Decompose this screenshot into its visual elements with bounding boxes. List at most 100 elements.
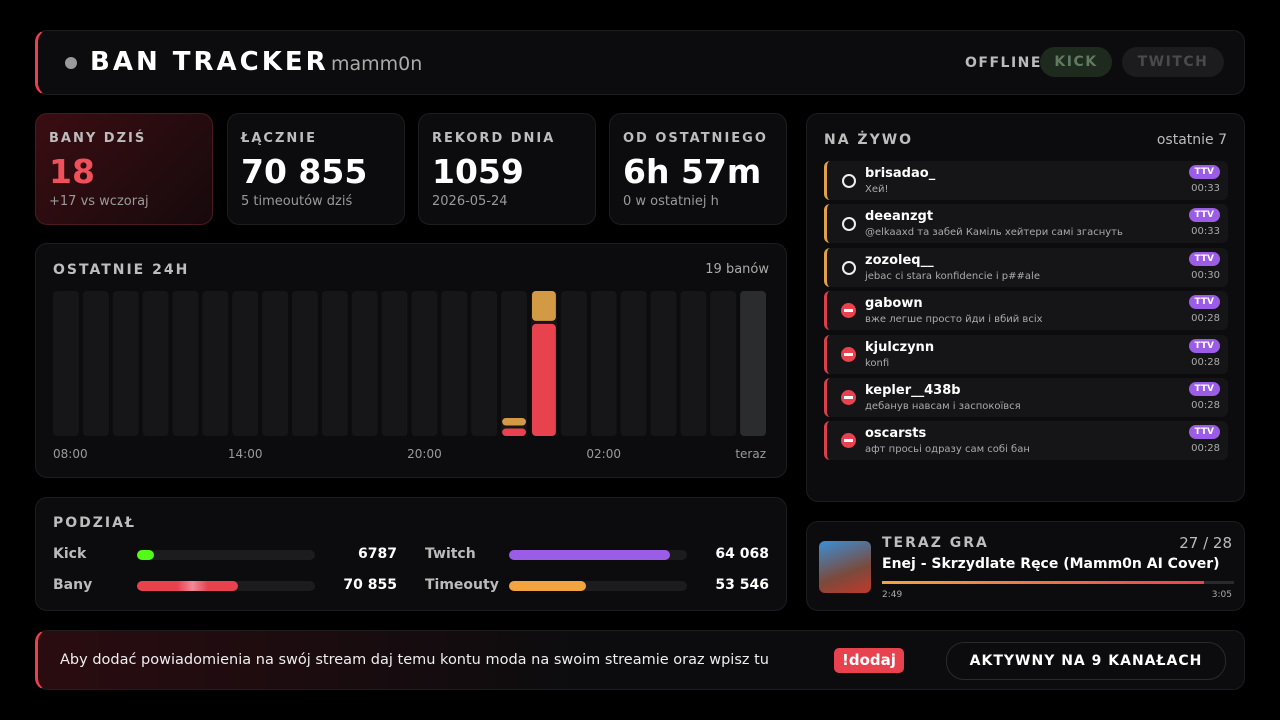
event-user: gabown [865,296,923,312]
bar-track [112,291,139,436]
event-user: oscarsts [865,426,927,442]
event-time: 00:33 [1191,226,1220,238]
stat-card: ŁĄCZNIE 70 855 5 timeoutów dziś [227,113,405,225]
bar-segment [532,323,556,436]
stat-sub: +17 vs wczoraj [49,194,149,209]
time-elapsed: 2:49 [882,590,903,600]
stat-value: 18 [49,152,95,191]
live-event: kjulczynn konfi TTV 00:28 [824,334,1228,374]
split-value: 70 855 [343,577,397,593]
event-user: kepler__438b [865,383,961,398]
time-duration: 3:05 [1211,590,1232,600]
bar-track [351,291,378,436]
bar-track [740,291,766,436]
event-user: deeanzgt [865,209,934,225]
platform-badge: TTV [1188,295,1220,310]
live-subtitle: ostatnie 7 [1156,132,1227,148]
app-title: BAN TRACKER [90,47,329,77]
bar-track [680,291,707,436]
bar-track [501,291,527,436]
stat-sub: 2026-05-24 [432,194,508,209]
stat-label: REKORD DNIA [432,131,556,146]
split-panel: PODZIAŁ Kick 6787 Twitch 64 068 Bany 70 855 Tim… [35,497,787,611]
event-message: jebac ci stara konfidencie i p##ale [865,270,1040,282]
split-fill [509,550,670,560]
platform-badge: TTV [1188,425,1220,440]
event-user: brisadao_ [865,166,936,181]
split-track [137,550,315,560]
stat-sub: 0 w ostatniej h [623,194,719,209]
bar-track [292,291,318,436]
live-event: kepler__438b дебанув навсам і заспокоївся… [824,378,1228,417]
timeout-icon [842,260,856,275]
split-fill [137,581,239,591]
x-tick-label: teraz [735,447,766,461]
bar-track [232,291,259,436]
ban-icon-bar [844,352,853,356]
bar-track [381,291,408,436]
platform-badge: TTV [1188,338,1220,353]
event-message: афт просьі одразу сам собі бан [865,444,1030,456]
bar-track [590,291,617,436]
live-event: brisadao_ Хей! TTV 00:33 [824,161,1228,200]
split-track [509,581,687,591]
split-value: 53 546 [715,577,769,593]
event-message: Хей! [865,184,889,195]
bar-track [53,291,79,436]
command-badge: !dodaj [834,648,904,673]
stat-card: OD OSTATNIEGO 6h 57m 0 w ostatniej h [609,113,787,225]
platform-badge: TTV [1188,251,1220,266]
platform-button[interactable]: TWITCH [1122,47,1224,77]
stat-card: BANY DZIŚ 18 +17 vs wczoraj [35,113,213,225]
status-text: OFFLINE [965,55,1042,71]
event-time: 00:28 [1191,313,1220,325]
song-title: Enej - Skrzydlate Ręce (Mamm0n AI Cover) [882,556,1220,572]
split-fill [509,581,586,591]
user-name: mamm0n [331,53,423,75]
header: BAN TRACKER mamm0n OFFLINE KICK TWITCH [35,30,1245,95]
event-time: 00:33 [1191,183,1220,194]
ban-icon-bar [844,396,853,399]
ban-icon-bar [844,439,853,443]
platform-badge: TTV [1188,208,1220,223]
event-message: дебанув навсам і заспокоївся [865,401,1021,412]
stat-label: BANY DZIŚ [49,131,147,146]
event-message: вже легше просто йди і вбий всіх [865,314,1043,326]
status-dot [65,57,77,69]
event-message: konfi [865,357,890,369]
live-event: zozoleq__ jebac ci stara konfidencie i p#… [824,247,1228,287]
bar-track [560,291,587,436]
ban-icon-bar [844,309,853,313]
event-time: 00:28 [1191,443,1220,455]
split-value: 6787 [358,546,397,562]
split-label: Twitch [425,546,476,562]
bar-track [262,291,288,436]
song-position: 27 / 28 [1179,534,1232,552]
now-playing-panel: TERAZ GRA 27 / 28 Enej - Skrzydlate Ręce (… [806,521,1245,611]
stat-sub: 5 timeoutów dziś [241,194,353,209]
split-fill [137,550,155,560]
event-time: 00:28 [1191,400,1220,411]
platform-button[interactable]: KICK [1040,47,1112,77]
split-label: Timeouty [425,577,499,593]
ban-icon [841,346,856,362]
chart: 08:00 14:00 20:00 02:00 teraz [53,291,766,461]
chart-title: OSTATNIE 24H [53,262,190,278]
x-tick-label: 20:00 [407,447,442,461]
channels-badge: AKTYWNY NA 9 KANAŁACH [946,642,1226,680]
live-event: oscarsts афт просьі одразу сам собі бан TT… [824,421,1228,461]
x-tick-label: 02:00 [586,447,621,461]
ban-icon [841,390,856,405]
bar-track [471,291,498,436]
x-tick-label: 14:00 [228,447,263,461]
event-time: 00:28 [1191,356,1220,368]
footer: Aby dodać powiadomienia na swój stream d… [35,630,1245,690]
stat-value: 1059 [432,152,524,191]
live-panel: NA ŻYWO ostatnie 7 brisadao_ Хей! TTV 00:33 de… [806,113,1245,502]
bar-track [172,291,199,436]
bar-segment [532,291,556,321]
event-user: kjulczynn [865,339,935,355]
progress-fill [882,581,1204,584]
chart-panel: OSTATNIE 24H 19 banów 08:00 14:00 20:00 02:00… [35,243,787,478]
split-label: Bany [53,577,93,593]
